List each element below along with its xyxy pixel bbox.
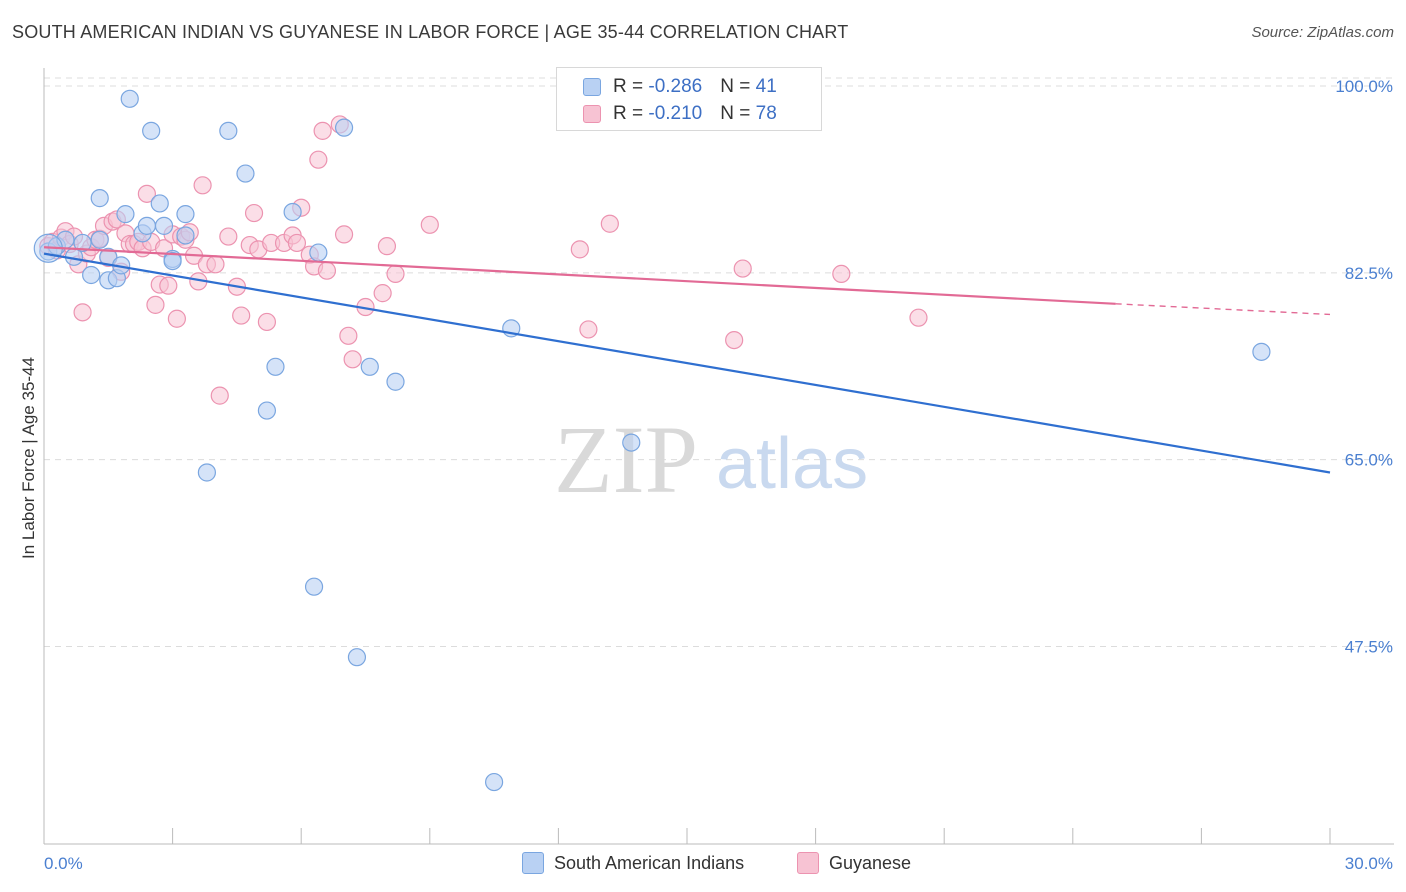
legend-row-guyanese: R = -0.210 N = 78 (583, 101, 777, 127)
series-legend: South American Indians Guyanese (0, 852, 1406, 878)
south-american-indian-point (82, 265, 101, 285)
guyanese-trend-extension (1115, 303, 1331, 316)
chart-title: SOUTH AMERICAN INDIAN VS GUYANESE IN LAB… (12, 22, 849, 42)
legend-n-value: 78 (755, 103, 777, 124)
guyanese-point (313, 121, 332, 140)
guyanese-point (73, 303, 92, 322)
guyanese-point (244, 203, 264, 223)
guyanese-point (334, 225, 354, 244)
guyanese-point (420, 215, 439, 234)
legend-swatch-pink (797, 852, 819, 874)
x-tick-label: 30.0% (1345, 854, 1393, 873)
guyanese-point (317, 261, 337, 280)
source-label: Source: ZipAtlas.com (1251, 24, 1394, 41)
x-tick-label: 0.0% (44, 854, 83, 873)
south-american-indian-point (309, 243, 328, 262)
south-american-indian-point (150, 194, 169, 213)
guyanese-point (146, 295, 165, 314)
guyanese-point (159, 276, 178, 295)
y-axis-label: In Labor Force | Age 35-44 (19, 357, 38, 559)
south-american-indian-point (304, 577, 324, 596)
guyanese-point (206, 255, 225, 274)
legend-item-south-american-indians: South American Indians (522, 852, 744, 874)
gridlines (44, 77, 1394, 647)
guyanese-point (386, 264, 405, 284)
guyanese-point (570, 240, 589, 259)
axes (43, 68, 1394, 845)
legend-r-value: -0.210 (648, 103, 703, 124)
y-tick-label: 47.5% (1345, 637, 1393, 656)
y-tick-label: 82.5% (1345, 264, 1393, 283)
guyanese-point (309, 150, 328, 169)
guyanese-point (167, 309, 186, 328)
south-american-indian-point (137, 216, 156, 235)
legend-r-label: R = (613, 103, 649, 124)
guyanese-point (257, 312, 277, 332)
south-american-indian-point (163, 251, 182, 271)
legend-r-label: R = (613, 76, 649, 97)
guyanese-point (579, 320, 598, 339)
watermark: ZIP atlas (554, 406, 868, 513)
south-american-indian-point (485, 772, 504, 792)
trend-lines (43, 246, 1331, 474)
legend-swatch-blue (522, 852, 544, 874)
guyanese-point (909, 308, 928, 327)
y-tick-labels: 100.0% 82.5% 65.0% 47.5% (1335, 77, 1393, 656)
guyanese-point (210, 386, 229, 405)
south-american-indian-point (283, 202, 302, 222)
south-american-indian-point (73, 233, 92, 253)
watermark-atlas: atlas (716, 424, 868, 504)
south-american-indian-point (347, 648, 367, 667)
guyanese-point (339, 326, 358, 345)
south-american-indian-point (154, 216, 174, 235)
y-tick-label: 65.0% (1345, 451, 1393, 470)
legend-r-value: -0.286 (648, 76, 703, 97)
x-tick-labels: 0.0% 30.0% (44, 854, 1393, 873)
guyanese-point (832, 264, 851, 284)
south-american-indian-point (176, 226, 195, 245)
guyanese-point (232, 306, 251, 325)
legend-n-value: 41 (755, 76, 777, 97)
south-american-indian-point (622, 433, 641, 452)
guyanese-point (600, 214, 619, 233)
legend-swatch-blue (583, 78, 601, 96)
watermark-zip: ZIP (554, 406, 698, 513)
legend-row-south-american-indians: R = -0.286 N = 41 (583, 74, 777, 100)
south-american-indian-trend-line (43, 252, 1331, 474)
legend-item-guyanese: Guyanese (797, 852, 911, 874)
south-american-indian-point (266, 357, 285, 376)
guyanese-point (733, 259, 752, 278)
south-american-indian-point (257, 401, 277, 420)
stats-legend: R = -0.286 N = 41 R = -0.210 N = 78 (556, 67, 822, 131)
south-american-indian-point (236, 164, 255, 183)
legend-swatch-pink (583, 105, 601, 123)
legend-label: Guyanese (829, 852, 912, 873)
legend-n-label: N = (720, 103, 756, 124)
guyanese-point (343, 350, 362, 369)
guyanese-point (287, 233, 307, 253)
guyanese-point (193, 176, 212, 195)
y-tick-label: 100.0% (1335, 77, 1393, 96)
south-american-indian-point (334, 118, 354, 137)
south-american-indian-point (1252, 342, 1271, 361)
south-american-indian-point (219, 121, 238, 140)
guyanese-trend-line (43, 246, 1116, 305)
south-american-indian-point (360, 357, 379, 376)
south-american-indian-point (90, 230, 109, 249)
south-american-indian-point (176, 205, 195, 224)
guyanese-point (377, 237, 397, 256)
guyanese-point (137, 184, 156, 203)
legend-label: South American Indians (554, 852, 745, 873)
guyanese-point (219, 227, 238, 246)
south-american-indian-point (116, 205, 135, 224)
south-american-indian-point (197, 463, 216, 482)
legend-n-label: N = (720, 76, 756, 97)
guyanese-point (373, 284, 392, 303)
south-american-indian-point (90, 189, 109, 208)
guyanese-point (725, 330, 744, 350)
south-american-indian-point (120, 89, 139, 108)
south-american-indian-point (386, 372, 405, 391)
south-american-indian-point (142, 121, 161, 140)
